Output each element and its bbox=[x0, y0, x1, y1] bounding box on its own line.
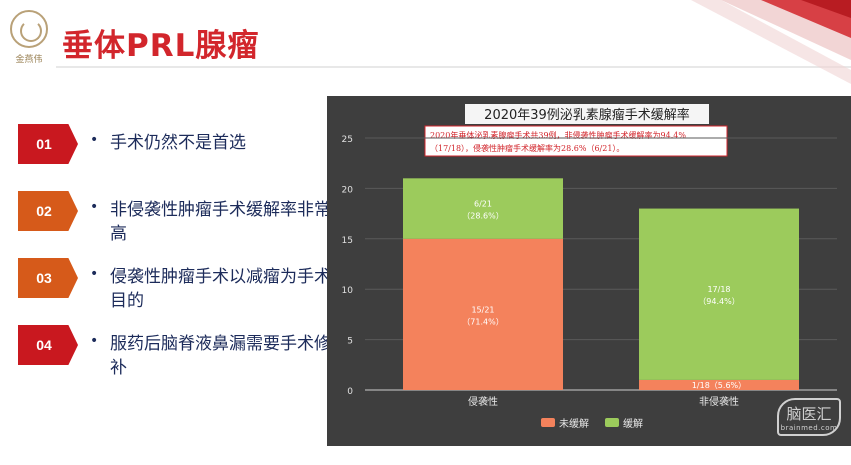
bar-relieved bbox=[639, 208, 799, 380]
logo: 金燕伟 bbox=[6, 6, 52, 66]
logo-swirl-icon bbox=[10, 10, 48, 48]
legend-swatch bbox=[541, 418, 555, 427]
item-number-badge: 01 bbox=[18, 124, 78, 164]
legend-swatch bbox=[605, 418, 619, 427]
y-tick-label: 0 bbox=[347, 387, 353, 397]
y-tick-label: 5 bbox=[347, 337, 353, 347]
bullet-icon: • bbox=[90, 132, 99, 148]
x-tick-label: 非侵袭性 bbox=[699, 395, 739, 408]
bar-unrelieved bbox=[403, 238, 563, 390]
item-text: 侵袭性肿瘤手术以减瘤为手术目的 bbox=[110, 267, 331, 311]
bar-percent-label: （94.4%） bbox=[698, 297, 739, 306]
header-divider bbox=[56, 66, 851, 68]
bullet-icon: • bbox=[90, 199, 99, 215]
item-number-badge: 04 bbox=[18, 325, 78, 365]
y-tick-label: 20 bbox=[342, 185, 354, 195]
legend-label: 缓解 bbox=[623, 417, 643, 430]
bar-value-label: 15/21 bbox=[471, 305, 494, 314]
y-tick-label: 25 bbox=[342, 135, 353, 145]
item-text: 服药后脑脊液鼻漏需要手术修补 bbox=[110, 334, 331, 378]
y-tick-label: 15 bbox=[342, 236, 353, 246]
watermark-logo: 脑医汇 brainmed.com bbox=[777, 398, 841, 436]
legend-label: 未缓解 bbox=[559, 417, 589, 430]
bar-percent-label: （28.6%） bbox=[462, 212, 503, 221]
page-title: 垂体PRL腺瘤 bbox=[62, 28, 260, 64]
watermark-text: 脑医汇 bbox=[786, 405, 832, 423]
chart-panel: 2020年39例泌乳素腺瘤手术缓解率 2020年垂体泌乳素腺瘤手术共39例，非侵… bbox=[327, 96, 851, 446]
y-tick-label: 10 bbox=[342, 286, 354, 296]
bar-percent-label: （71.4%） bbox=[462, 317, 503, 326]
bar-relieved bbox=[403, 178, 563, 239]
chart-annotation-line2: （17/18），侵袭性肿瘤手术缓解率为28.6%（6/21）。 bbox=[430, 143, 624, 153]
bar-value-label: 17/18 bbox=[707, 285, 730, 294]
chart-annotation-line1: 2020年垂体泌乳素腺瘤手术共39例，非侵袭性肿瘤手术缓解率为94.4% bbox=[430, 130, 686, 140]
x-tick-label: 侵袭性 bbox=[468, 395, 498, 408]
bullet-icon: • bbox=[90, 266, 99, 282]
bar-value-label: 1/18（5.6%） bbox=[692, 381, 746, 390]
decorative-stripes bbox=[661, 0, 851, 90]
stacked-bar-chart: 2020年39例泌乳素腺瘤手术缓解率 2020年垂体泌乳素腺瘤手术共39例，非侵… bbox=[342, 104, 837, 430]
item-number-badge: 02 bbox=[18, 191, 78, 231]
item-number-badge: 03 bbox=[18, 258, 78, 298]
item-text: 手术仍然不是首选 bbox=[110, 133, 246, 153]
bullet-icon: • bbox=[90, 333, 99, 349]
logo-text: 金燕伟 bbox=[15, 55, 43, 65]
chart-title-box bbox=[465, 104, 709, 124]
item-text: 非侵袭性肿瘤手术缓解率非常高 bbox=[110, 200, 331, 244]
watermark-subtext: brainmed.com bbox=[780, 424, 838, 432]
bar-value-label: 6/21 bbox=[474, 200, 492, 209]
bar-unrelieved bbox=[639, 379, 799, 390]
chart-annotation-box bbox=[424, 125, 728, 157]
chart-title: 2020年39例泌乳素腺瘤手术缓解率 bbox=[484, 107, 690, 123]
